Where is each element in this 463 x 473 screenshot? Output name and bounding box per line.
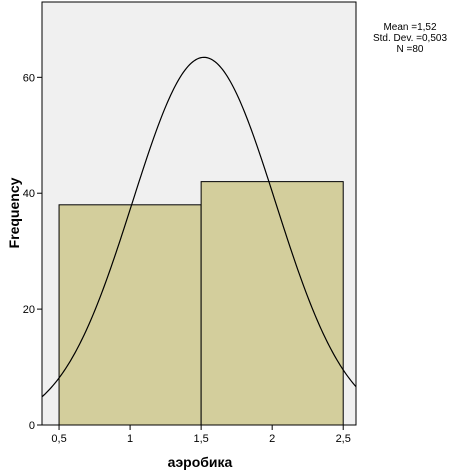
x-tick-label: 1,5 bbox=[193, 433, 208, 445]
std-dev-label: Std. Dev. =0,503 bbox=[372, 33, 448, 44]
y-tick-label: 40 bbox=[23, 188, 35, 200]
n-label: N =80 bbox=[396, 44, 424, 55]
x-tick-label: 2 bbox=[269, 433, 275, 445]
y-tick-label: 20 bbox=[23, 304, 35, 316]
histogram-bar-2 bbox=[200, 181, 344, 426]
y-axis-title: Frequency bbox=[6, 177, 22, 248]
y-tick-label: 60 bbox=[23, 72, 35, 84]
normal-curve bbox=[41, 56, 357, 398]
y-tick-label: 0 bbox=[29, 420, 35, 432]
x-tick-label: 0,5 bbox=[51, 433, 66, 445]
statistics-legend: Mean =1,52 Std. Dev. =0,503 N =80 bbox=[360, 22, 460, 55]
x-tick-label: 2,5 bbox=[336, 433, 351, 445]
histogram-bar-1 bbox=[58, 204, 202, 426]
x-tick-label: 1 bbox=[127, 433, 133, 445]
x-axis-title: аэробика bbox=[168, 454, 233, 470]
mean-label: Mean =1,52 bbox=[383, 22, 437, 33]
